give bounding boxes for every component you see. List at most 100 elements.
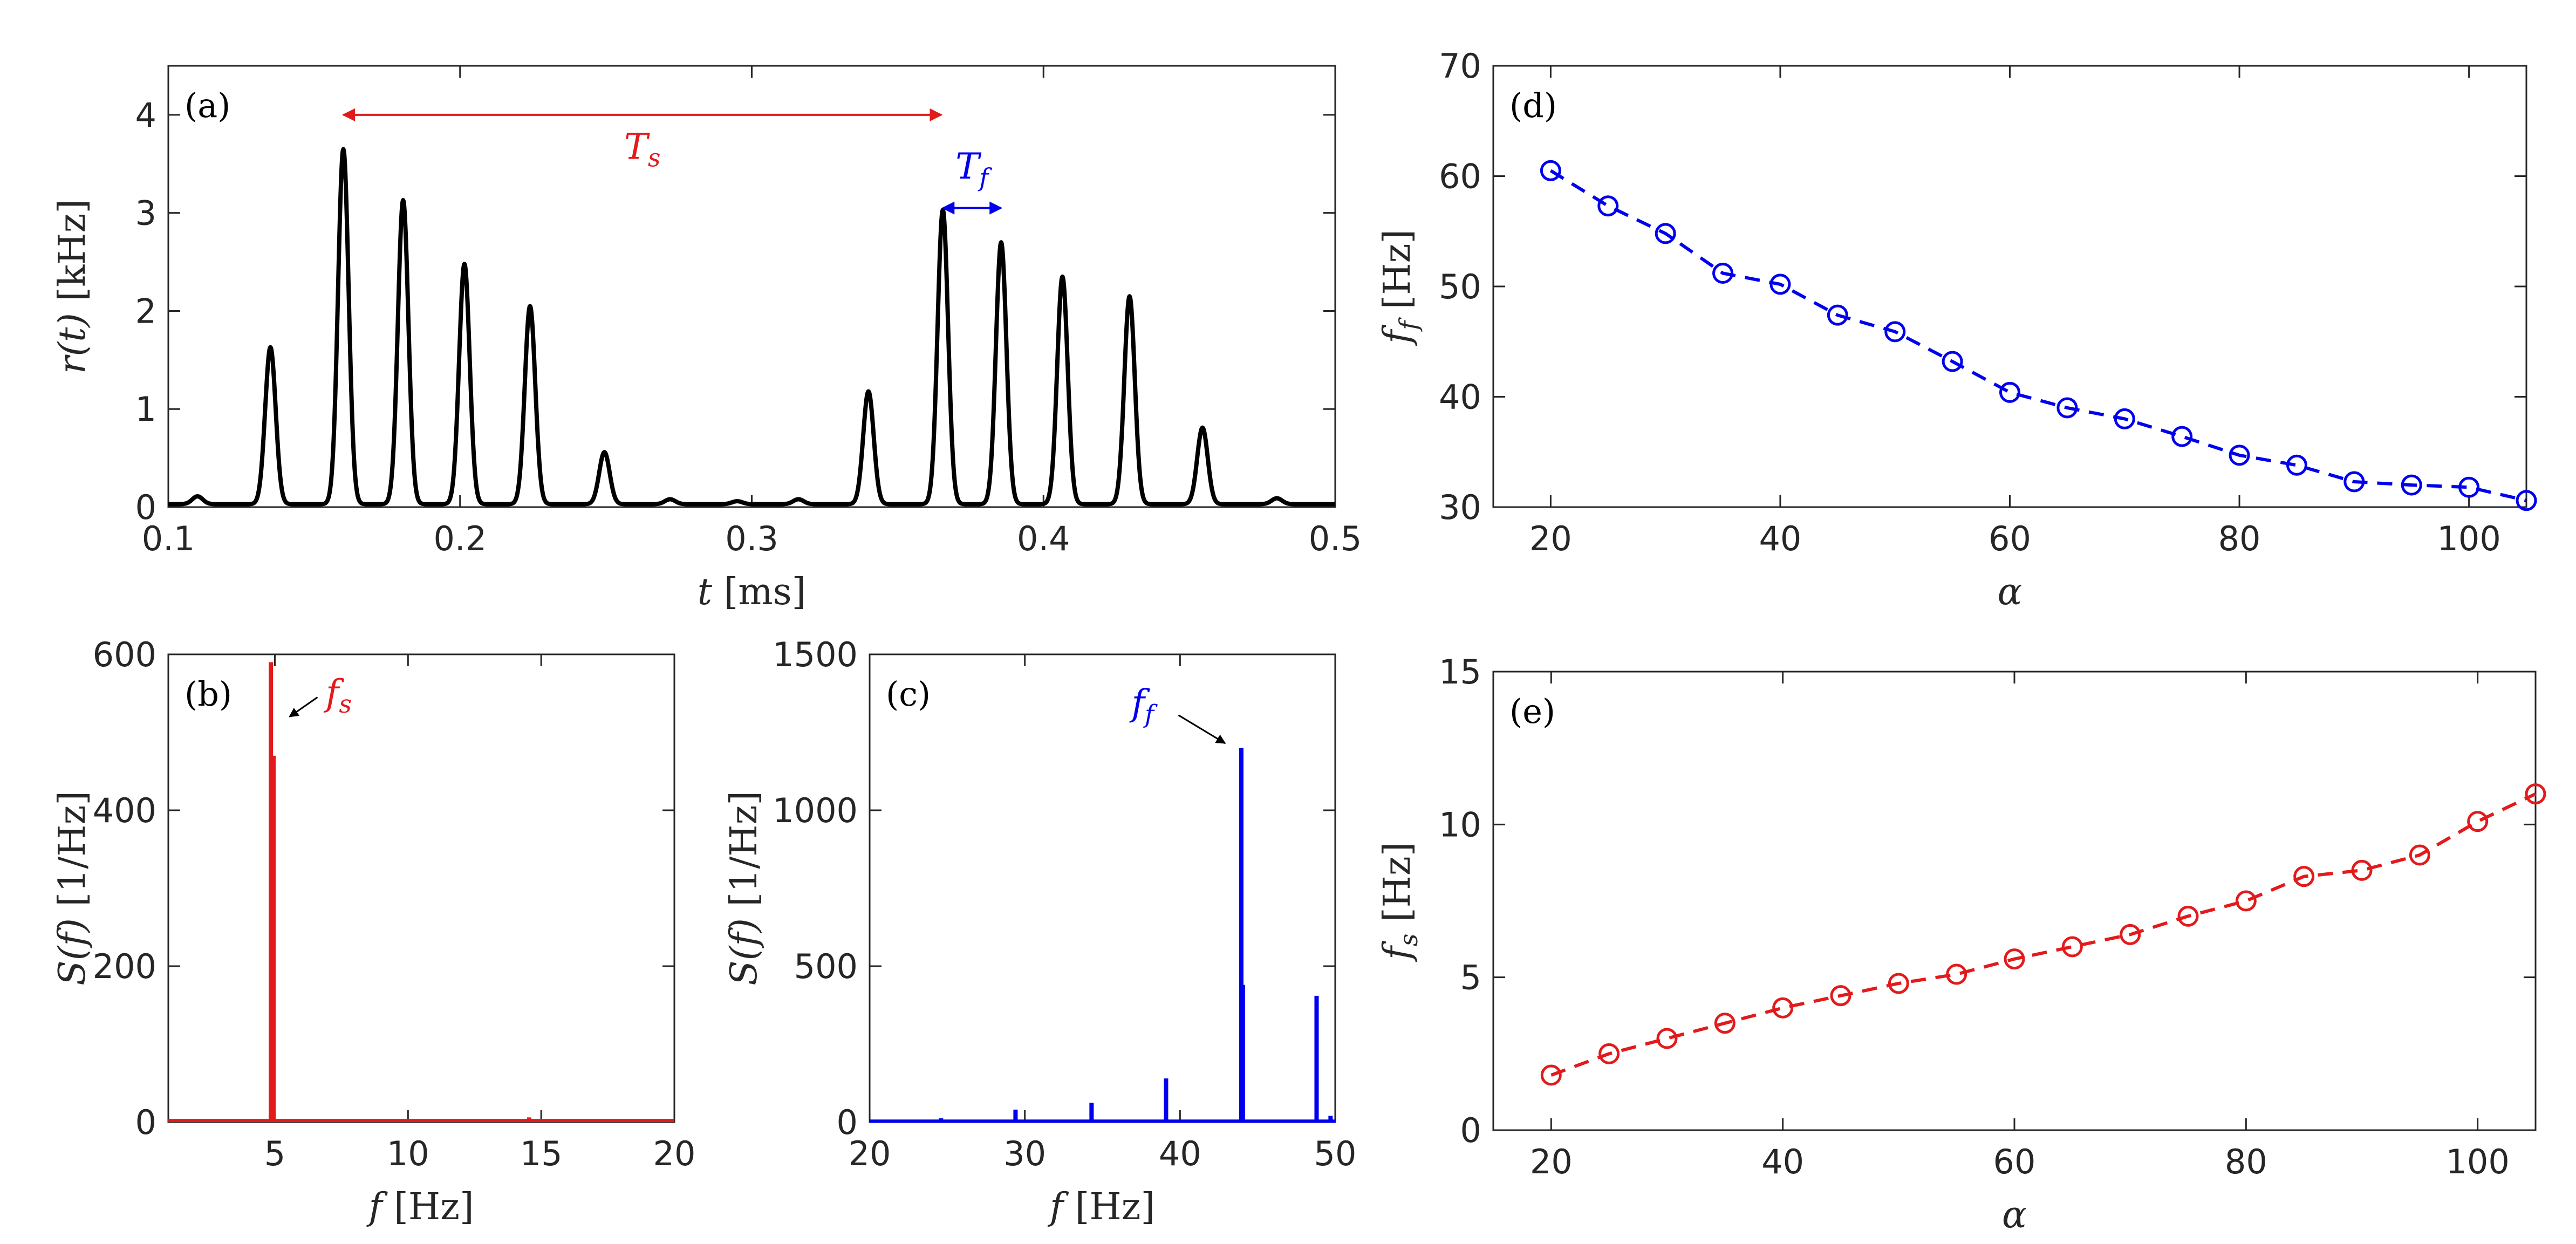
panel-label: (c) <box>886 674 931 714</box>
data-point-marker <box>2525 783 2546 805</box>
peak-point <box>867 391 869 392</box>
data-point-marker <box>1714 1013 1735 1034</box>
peak-point <box>197 496 199 497</box>
x-tick-label: 80 <box>2218 519 2261 558</box>
data-point-marker <box>2177 905 2199 927</box>
plot-frame <box>167 65 1336 508</box>
x-tick-label: 0.3 <box>725 519 778 558</box>
data-point-marker <box>2286 454 2307 476</box>
x-tick-label: 60 <box>1993 1142 2036 1181</box>
y-tick-label: 600 <box>93 635 156 674</box>
panel-d-ff-vs-alpha: 20 40 60 80 100 30 40 50 60 70 (d) α ff [Hz] <box>1376 46 2537 613</box>
panel-label: (a) <box>185 86 230 125</box>
x-tick-label: 0.5 <box>1309 519 1362 558</box>
y-tick-label: 0 <box>135 1103 156 1142</box>
data-point-marker <box>1597 195 1619 217</box>
peak-point <box>604 452 605 453</box>
peak-point <box>798 498 800 500</box>
x-tick-label: 15 <box>520 1134 563 1173</box>
y-axis-title: r(t) [kHz] <box>51 199 94 374</box>
y-axis-title: fs [Hz] <box>1376 842 1423 963</box>
data-point-marker <box>2351 859 2373 881</box>
peak-point <box>270 346 271 348</box>
peak-point <box>1129 296 1130 297</box>
data-point-marker <box>2409 844 2430 866</box>
peak-point <box>736 501 738 502</box>
data-point-marker <box>1827 304 1848 326</box>
x-tick-label: 0.2 <box>433 519 487 558</box>
rate-curve <box>166 147 1337 507</box>
data-point-marker <box>2235 890 2257 912</box>
x-tick-label: 40 <box>1759 519 1801 558</box>
data-point-marker <box>2229 445 2250 466</box>
panel-label: (d) <box>1509 86 1557 125</box>
y-tick-label: 1500 <box>773 635 858 674</box>
peak-point <box>463 263 465 265</box>
x-tick-label: 20 <box>849 1134 891 1173</box>
x-tick-label: 0.4 <box>1017 519 1070 558</box>
y-tick-label: 10 <box>1439 805 1481 844</box>
plot-frame <box>1492 671 2537 1131</box>
y-tick-label: 30 <box>1439 488 1481 527</box>
y-tick-label: 200 <box>93 947 156 986</box>
data-point-marker <box>1888 973 1909 994</box>
x-tick-label: 40 <box>1159 1134 1201 1173</box>
y-tick-label: 0 <box>1460 1111 1481 1150</box>
y-axis-title: ff [Hz] <box>1376 229 1423 346</box>
data-point-marker <box>2343 471 2365 493</box>
x-tick-label: 80 <box>2225 1142 2267 1181</box>
y-tick-label: 400 <box>93 791 156 830</box>
data-point-marker <box>1946 963 1967 985</box>
plot-frame <box>1492 65 2527 508</box>
x-tick-label: 60 <box>1989 519 2031 558</box>
data-point-marker <box>1999 381 2020 403</box>
x-axis-title: f [Hz] <box>366 1186 474 1228</box>
x-tick-label: 50 <box>1314 1134 1357 1173</box>
x-tick-label: 0.1 <box>142 519 195 558</box>
peak-point <box>1000 242 1002 243</box>
x-tick-label: 20 <box>653 1134 696 1173</box>
data-point-marker <box>2114 408 2135 429</box>
panel-label: (e) <box>1509 692 1555 731</box>
y-axis-title: S(f) [1/Hz] <box>51 791 94 986</box>
peak-point <box>1201 427 1203 428</box>
x-tick-label: 100 <box>2437 519 2500 558</box>
plot-frame <box>869 653 1336 1123</box>
panel-label: (b) <box>185 674 232 714</box>
x-tick-label: 20 <box>1529 519 1572 558</box>
data-point-marker <box>2516 490 2537 511</box>
data-point-marker <box>1540 160 1561 181</box>
data-point-marker <box>1772 997 1794 1019</box>
series-line <box>1550 792 2537 1077</box>
data-point-marker <box>2401 474 2422 496</box>
y-tick-label: 0 <box>837 1103 858 1142</box>
peak-point <box>343 148 344 150</box>
peak-point <box>1276 497 1277 499</box>
data-point-marker <box>1598 1043 1620 1064</box>
y-tick-label: 60 <box>1439 157 1481 196</box>
data-point-marker <box>2458 476 2480 498</box>
y-tick-label: 2 <box>135 291 156 331</box>
x-axis-title: α <box>1998 571 2022 613</box>
data-point-marker <box>2171 426 2193 447</box>
x-axis-title: α <box>2002 1194 2027 1236</box>
peak-point <box>1062 276 1063 277</box>
x-axis-title: f [Hz] <box>1047 1186 1155 1228</box>
y-tick-label: 500 <box>794 947 858 986</box>
y-tick-label: 1000 <box>773 791 858 830</box>
y-tick-label: 0 <box>135 488 156 527</box>
peak-point <box>669 498 671 500</box>
data-point-marker <box>1540 1064 1562 1086</box>
data-point-marker <box>1769 274 1791 295</box>
data-point-marker <box>1884 321 1906 343</box>
data-point-marker <box>2467 811 2489 832</box>
data-point-marker <box>2004 948 2025 970</box>
y-tick-label: 1 <box>135 389 156 429</box>
period-label-Ts: Ts <box>624 126 661 173</box>
x-tick-label: 5 <box>264 1134 285 1173</box>
data-point-marker <box>1656 1028 1678 1049</box>
data-point-marker <box>2061 936 2083 958</box>
